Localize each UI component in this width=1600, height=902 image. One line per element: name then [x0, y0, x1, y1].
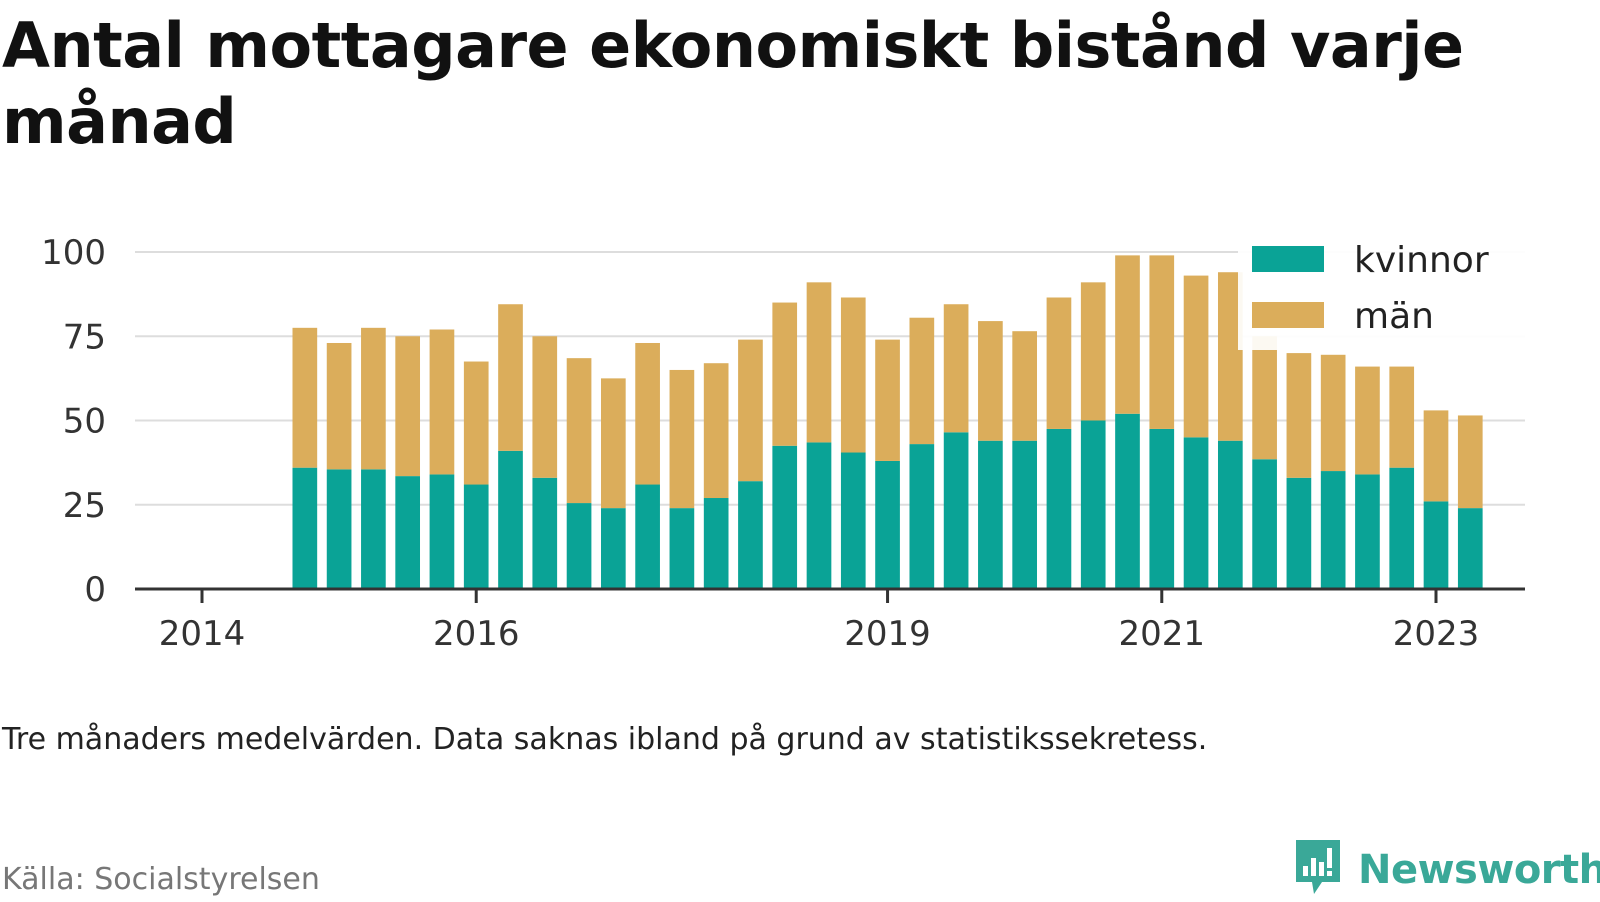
bar-kvinnor [429, 474, 455, 589]
bar-män [1252, 336, 1277, 460]
bar-män [978, 321, 1003, 441]
bar-män [738, 339, 763, 482]
bar-kvinnor [806, 442, 832, 589]
bar-kvinnor [1252, 459, 1277, 589]
bar-män [395, 336, 421, 477]
bar-kvinnor [600, 508, 626, 589]
bar-män [292, 327, 318, 468]
bar-kvinnor [292, 467, 318, 589]
chart-title: Antal mottagare ekonomiskt bistånd varje… [2, 9, 1464, 158]
brand-name: Newsworthy [1358, 847, 1600, 893]
source-text: Källa: Socialstyrelsen [2, 862, 320, 897]
legend-swatch-män [1252, 302, 1324, 328]
bar-kvinnor [1183, 437, 1209, 589]
bar-kvinnor [1355, 474, 1380, 589]
bar-män [361, 327, 386, 470]
bar-kvinnor [1115, 413, 1140, 589]
bar-kvinnor [875, 460, 900, 589]
bar-män [1423, 410, 1449, 502]
bar-kvinnor [1423, 501, 1449, 589]
legend-label-kvinnor: kvinnor [1354, 240, 1489, 281]
bar-män [1183, 275, 1209, 438]
bar-kvinnor [1046, 428, 1072, 589]
bar-män [669, 369, 695, 509]
y-tick-label: 75 [63, 317, 106, 357]
bar-kvinnor [326, 469, 352, 589]
bar-män [600, 378, 626, 509]
bars [292, 255, 1483, 589]
newsworthy-logo-icon [1292, 838, 1344, 902]
bar-kvinnor [532, 477, 558, 589]
bar-män [943, 304, 969, 433]
bar-kvinnor [361, 469, 386, 589]
legend-swatch-kvinnor [1252, 246, 1324, 272]
bar-kvinnor [738, 481, 763, 589]
bar-kvinnor [669, 508, 695, 589]
bar-män [840, 297, 866, 453]
y-axis-ticks: 0 25 50 75 100 [41, 233, 106, 610]
bar-kvinnor [395, 476, 421, 589]
bar-kvinnor [1286, 477, 1312, 589]
bar-män [806, 282, 832, 443]
y-tick-label: 50 [63, 402, 106, 442]
bar-kvinnor [1080, 420, 1106, 589]
legend-label-män: män [1354, 296, 1434, 337]
x-tick-label: 2023 [1393, 614, 1480, 654]
bar-kvinnor [840, 452, 866, 589]
bar-män [875, 339, 900, 461]
bar-män [1012, 331, 1038, 441]
bar-män [1149, 255, 1175, 429]
bar-män [1080, 282, 1106, 421]
bar-män [1286, 353, 1312, 478]
bar-kvinnor [772, 445, 798, 589]
x-tick-label: 2021 [1119, 614, 1206, 654]
bar-män [1389, 366, 1415, 468]
bar-män [1355, 366, 1380, 475]
bar-kvinnor [463, 484, 489, 589]
bar-kvinnor [1149, 428, 1175, 589]
bar-män [532, 336, 558, 478]
bar-män [1457, 415, 1483, 509]
bar-män [703, 363, 729, 499]
legend: kvinnor män [1238, 232, 1530, 350]
bar-kvinnor [978, 440, 1003, 589]
bar-kvinnor [1457, 508, 1483, 589]
bar-män [566, 358, 592, 504]
bar-män [463, 361, 489, 485]
bar-kvinnor [1217, 440, 1243, 589]
x-tick-label: 2019 [844, 614, 931, 654]
x-axis-ticks: 2014 2016 2019 2021 2023 [159, 589, 1480, 654]
bar-män [909, 317, 935, 445]
bar-män [772, 302, 798, 446]
bar-män [635, 342, 660, 485]
x-tick-label: 2016 [433, 614, 520, 654]
bar-män [429, 329, 455, 475]
bar-kvinnor [566, 503, 592, 589]
bar-kvinnor [909, 444, 935, 589]
bar-män [1046, 297, 1072, 429]
bar-män [1115, 255, 1140, 414]
bar-kvinnor [498, 450, 523, 589]
chart-note: Tre månaders medelvärden. Data saknas ib… [2, 722, 1208, 757]
bar-kvinnor [1012, 440, 1038, 589]
bar-män [1320, 354, 1346, 472]
bar-kvinnor [703, 498, 729, 589]
bar-kvinnor [635, 484, 660, 589]
y-tick-label: 100 [41, 233, 106, 273]
bar-män [326, 342, 352, 470]
bar-män [498, 304, 523, 451]
bar-kvinnor [1320, 471, 1346, 589]
bar-kvinnor [943, 432, 969, 589]
x-tick-label: 2014 [159, 614, 246, 654]
bar-kvinnor [1389, 467, 1415, 589]
y-tick-label: 25 [63, 486, 106, 526]
brand-logo[interactable]: Newsworthy [1292, 840, 1600, 900]
y-tick-label: 0 [84, 570, 106, 610]
